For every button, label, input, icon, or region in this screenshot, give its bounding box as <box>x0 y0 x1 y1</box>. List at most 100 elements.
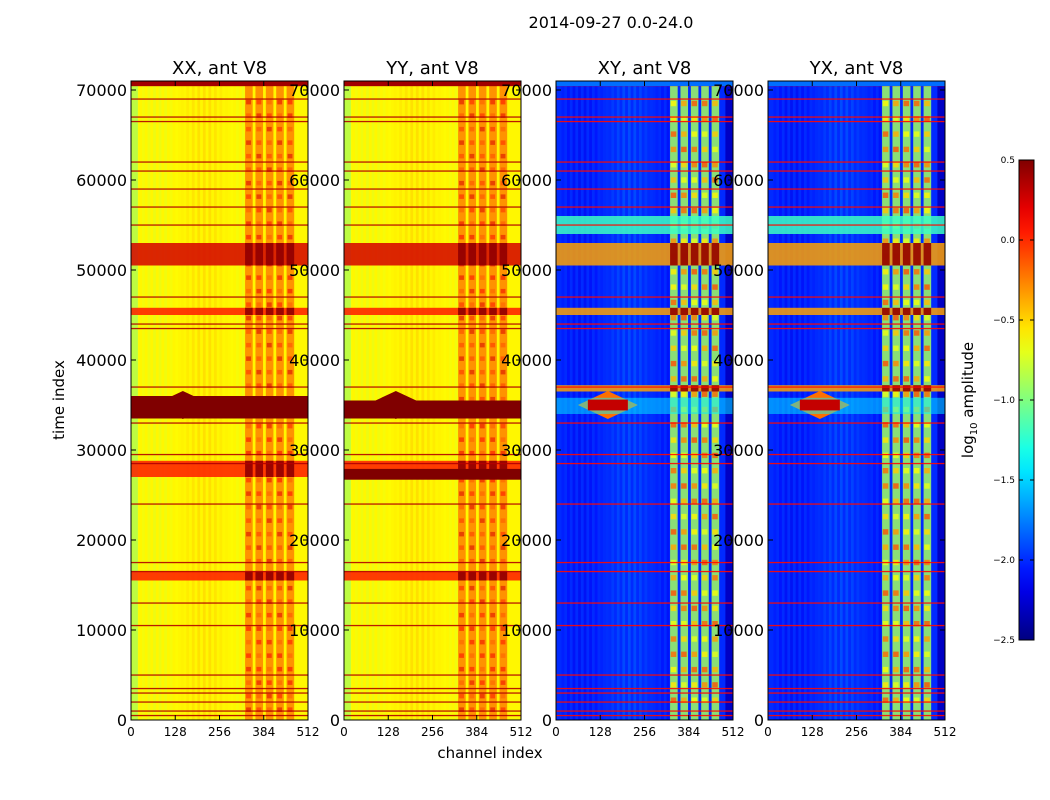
rfi-line <box>768 327 945 330</box>
rfi-blob <box>712 207 718 214</box>
rfi-blob <box>266 504 272 510</box>
rfi-blob <box>691 651 698 657</box>
rfi-blob <box>691 207 698 214</box>
panel-xy: XY, ant V8 0 128 256 384 512 0 10000 20000 30000 4… <box>501 58 744 739</box>
rfi-blob <box>490 666 496 672</box>
rfi-blob <box>459 639 464 645</box>
rfi-blob <box>277 693 283 699</box>
rfi-blob <box>893 529 899 535</box>
band-rfi-hot <box>690 243 699 266</box>
rfi-blob <box>469 113 475 118</box>
rfi-blob <box>469 167 475 172</box>
rfi-blob <box>691 452 698 459</box>
rfi-blob <box>691 238 698 244</box>
rfi-blob <box>670 360 677 367</box>
rfi-blob <box>712 666 718 673</box>
rfi-blob <box>246 531 251 537</box>
rfi-blob <box>893 590 899 596</box>
rfi-blob <box>479 140 485 145</box>
x-tick-label: 384 <box>677 725 700 739</box>
rfi-line <box>556 710 733 712</box>
rfi-blob <box>701 452 708 459</box>
y-tick-label: 0 <box>542 711 552 730</box>
rfi-blob <box>882 376 889 382</box>
rfi-blob <box>479 477 485 483</box>
rfi-blob <box>924 697 930 703</box>
panels: XX, ant V8 0 128 256 384 512 0 10000 20000 30000 4… <box>76 58 956 739</box>
rfi-blob <box>712 162 718 168</box>
rfi-blob <box>903 605 910 612</box>
rfi-line <box>556 188 733 190</box>
time-band <box>344 571 521 581</box>
rfi-blob <box>882 116 889 122</box>
rfi-blob <box>459 707 464 712</box>
rfi-blob <box>701 697 708 703</box>
rfi-blob <box>712 651 718 657</box>
rfi-blob <box>924 513 930 520</box>
heatmap <box>556 81 733 720</box>
y-tick-label: 20000 <box>76 531 127 550</box>
rfi-blob <box>266 423 272 429</box>
rfi-blob <box>266 680 272 685</box>
y-tick-label: 50000 <box>289 261 340 280</box>
rfi-blob <box>469 558 475 564</box>
rfi-blob <box>903 651 910 657</box>
panel-title: YY, ant V8 <box>385 58 478 79</box>
rfi-blob <box>256 113 262 118</box>
rfi-line <box>556 323 733 325</box>
rfi-line <box>344 674 521 676</box>
rfi-blob <box>266 126 272 132</box>
rfi-blob <box>500 639 506 645</box>
rfi-blob <box>691 437 698 443</box>
rfi-blob <box>903 162 910 168</box>
rfi-blob <box>893 636 899 642</box>
rfi-blob <box>924 284 930 290</box>
rfi-blob <box>670 192 677 198</box>
rfi-blob <box>490 221 496 226</box>
rfi-blob <box>459 194 464 199</box>
rfi-line <box>131 422 308 424</box>
rfi-blob <box>712 590 718 596</box>
time-band <box>556 307 733 315</box>
band-rfi-hot <box>458 307 466 315</box>
rfi-blob <box>681 605 687 612</box>
rfi-line <box>344 570 521 573</box>
rfi-blob <box>490 504 496 510</box>
rfi-blob <box>246 275 251 280</box>
rfi-blob <box>256 450 262 456</box>
rfi-blob <box>893 330 899 336</box>
rfi-blob <box>893 284 899 290</box>
rfi-blob <box>287 234 293 240</box>
rfi-blob <box>469 315 475 321</box>
x-tick-label: 128 <box>589 725 612 739</box>
rfi-blob <box>256 491 262 496</box>
rfi-line <box>344 296 521 298</box>
band-rfi-hot <box>255 243 264 266</box>
rfi-blob <box>459 612 464 618</box>
band-rfi-hot <box>255 307 264 315</box>
band-rfi-hot <box>690 385 699 392</box>
rfi-blob <box>479 329 485 334</box>
rfi-blob <box>913 590 920 596</box>
rfi-blob <box>712 621 718 627</box>
rfi-blob <box>459 477 464 483</box>
rfi-blob <box>701 315 708 321</box>
rfi-blob <box>681 315 687 321</box>
rfi-blob <box>691 162 698 168</box>
band-rfi-hot <box>245 243 253 266</box>
rfi-blob <box>913 468 920 474</box>
rfi-blob <box>903 452 910 459</box>
rfi-blob <box>882 621 889 627</box>
rfi-blob <box>701 651 708 657</box>
rfi-blob <box>246 450 251 456</box>
rfi-blob <box>893 207 899 214</box>
rfi-blob <box>670 452 677 459</box>
rfi-blob <box>459 140 464 145</box>
rfi-blob <box>246 288 251 294</box>
rfi-blob <box>882 177 889 183</box>
rfi-blob <box>670 299 677 306</box>
rfi-blob <box>500 315 506 321</box>
rfi-blob <box>500 626 506 631</box>
rfi-blob <box>256 383 262 388</box>
rfi-blob <box>266 315 272 321</box>
